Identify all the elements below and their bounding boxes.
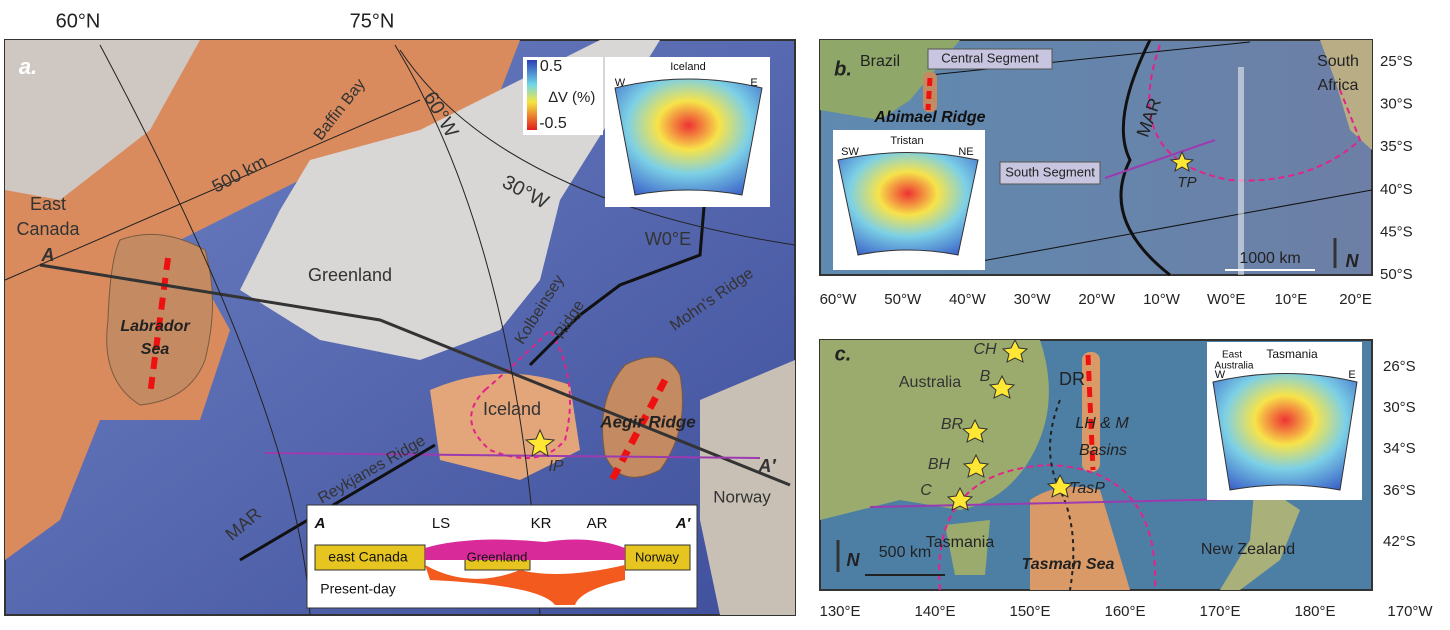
label: N bbox=[847, 550, 861, 570]
x-tick-label: 170°E bbox=[1199, 603, 1240, 620]
label: TasP bbox=[1069, 480, 1105, 497]
label: AR bbox=[587, 515, 608, 532]
label: W bbox=[1215, 369, 1226, 381]
label: E bbox=[750, 77, 757, 89]
x-tick-label: 50°W bbox=[884, 291, 922, 308]
label: 60°N bbox=[56, 10, 101, 32]
x-tick-label: 30°W bbox=[1014, 291, 1052, 308]
label: Sea bbox=[141, 341, 170, 358]
label: Abimael Ridge bbox=[873, 109, 985, 126]
x-tick-label: 40°W bbox=[949, 291, 987, 308]
y-tick-label: 26°S bbox=[1383, 358, 1416, 375]
x-tick-label: 60°W bbox=[820, 291, 858, 308]
label: TP bbox=[1177, 174, 1196, 191]
label: -0.5 bbox=[539, 115, 567, 132]
label: KR bbox=[531, 515, 552, 532]
label: ∆V (%) bbox=[549, 89, 596, 106]
y-tick-label: 34°S bbox=[1383, 440, 1416, 457]
label: Brazil bbox=[860, 53, 900, 70]
label: a. bbox=[19, 54, 37, 79]
label: East bbox=[30, 194, 66, 214]
x-tick-label: 10°E bbox=[1275, 291, 1308, 308]
label: Tristan bbox=[890, 135, 923, 147]
label: Africa bbox=[1318, 77, 1359, 94]
x-tick-label: W0°E bbox=[1207, 291, 1246, 308]
label: LS bbox=[432, 515, 450, 532]
label: CH bbox=[973, 341, 997, 358]
label: Central Segment bbox=[941, 50, 1039, 65]
label: Greenland bbox=[308, 265, 392, 285]
label: E bbox=[1348, 369, 1355, 381]
label: Labrador bbox=[120, 318, 190, 335]
x-tick-label: 150°E bbox=[1009, 603, 1050, 620]
label: BH bbox=[928, 456, 951, 473]
x-tick-label: 140°E bbox=[914, 603, 955, 620]
label: W0°E bbox=[645, 229, 691, 249]
label: Basins bbox=[1079, 442, 1127, 459]
x-tick-label: 130°E bbox=[819, 603, 860, 620]
y-tick-label: 30°S bbox=[1383, 399, 1416, 416]
tomography-section bbox=[615, 79, 762, 195]
label: Norway bbox=[713, 487, 771, 506]
label: LH & M bbox=[1075, 415, 1129, 432]
x-tick-label: 170°W bbox=[1387, 603, 1433, 620]
label: A bbox=[41, 245, 55, 265]
x-tick-label: 20°W bbox=[1078, 291, 1116, 308]
label: Iceland bbox=[670, 61, 705, 73]
y-tick-label: 35°S bbox=[1380, 138, 1413, 155]
figure: a.60°N75°N60°W30°WW0°EBaffin Bay500 kmEa… bbox=[0, 0, 1450, 625]
y-tick-label: 30°S bbox=[1380, 96, 1413, 113]
label: IP bbox=[548, 458, 563, 475]
label: South bbox=[1317, 53, 1359, 70]
label: N bbox=[1346, 251, 1360, 271]
y-tick-label: 45°S bbox=[1380, 223, 1413, 240]
label: Present-day bbox=[320, 581, 395, 597]
label: W bbox=[615, 77, 626, 89]
label: South Segment bbox=[1005, 164, 1095, 179]
label: A′ bbox=[757, 456, 776, 476]
extinct-ridge bbox=[928, 78, 930, 110]
label: Australia bbox=[899, 374, 961, 391]
y-tick-label: 36°S bbox=[1383, 482, 1416, 499]
label: BR bbox=[941, 416, 964, 433]
y-tick-label: 42°S bbox=[1383, 533, 1416, 550]
label: Canada bbox=[16, 219, 80, 239]
label: c. bbox=[835, 343, 852, 365]
label: 1000 km bbox=[1239, 250, 1300, 267]
panel-b bbox=[820, 40, 1372, 275]
label: New Zealand bbox=[1201, 541, 1295, 558]
label: Tasman Sea bbox=[1022, 556, 1115, 573]
y-tick-label: 25°S bbox=[1380, 53, 1413, 70]
label: Greenland bbox=[467, 549, 528, 564]
page: a.60°N75°N60°W30°WW0°EBaffin Bay500 kmEa… bbox=[0, 0, 1450, 630]
x-tick-label: 20°E bbox=[1339, 291, 1372, 308]
x-tick-label: 180°E bbox=[1294, 603, 1335, 620]
label: Aegir Ridge bbox=[599, 412, 695, 431]
meridian bbox=[1238, 67, 1244, 275]
label: Tasmania bbox=[926, 534, 995, 551]
label: Tasmania bbox=[1266, 347, 1318, 361]
label: 75°N bbox=[350, 10, 395, 32]
label: C bbox=[920, 482, 932, 499]
tomography-section bbox=[838, 153, 978, 256]
x-tick-label: 160°E bbox=[1104, 603, 1145, 620]
label: B bbox=[980, 368, 991, 385]
tomography-section bbox=[1213, 374, 1357, 491]
y-tick-label: 50°S bbox=[1380, 266, 1413, 283]
label: b. bbox=[834, 58, 852, 80]
label: DR bbox=[1059, 369, 1085, 389]
label: SW bbox=[841, 146, 859, 158]
colorbar bbox=[527, 60, 537, 130]
label: Iceland bbox=[483, 399, 541, 419]
y-tick-label: 40°S bbox=[1380, 181, 1413, 198]
label: Norway bbox=[635, 549, 680, 564]
label: NE bbox=[958, 146, 973, 158]
label: 500 km bbox=[879, 544, 931, 561]
label: A′ bbox=[675, 515, 692, 532]
label: east Canada bbox=[328, 549, 408, 565]
label: 0.5 bbox=[540, 58, 562, 75]
label: A bbox=[314, 515, 326, 532]
x-tick-label: 10°W bbox=[1143, 291, 1181, 308]
label: East bbox=[1222, 350, 1242, 361]
